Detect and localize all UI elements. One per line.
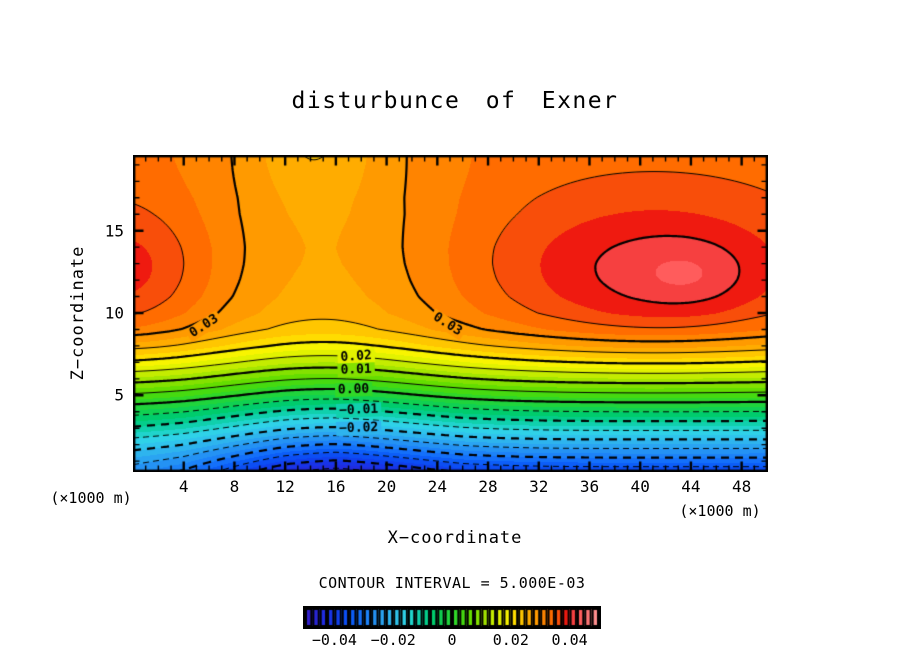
contour-interval-note: CONTOUR INTERVAL = 5.000E-03 <box>318 574 586 592</box>
chart-title: disturbunce of Exner <box>291 88 619 114</box>
x-axis-label: X−coordinate <box>387 528 523 548</box>
colorbar-canvas <box>303 606 601 629</box>
axis-unit-note-left: (×1000 m) <box>50 489 132 507</box>
x-tick-label: 32 <box>529 477 549 496</box>
colorbar-tick-label: −0.02 <box>370 631 416 649</box>
y-tick-label: 15 <box>104 221 124 241</box>
x-tick-label: 20 <box>376 477 397 496</box>
colorbar-tick-label: 0.02 <box>492 631 529 649</box>
colorbar-tick-label: 0.04 <box>551 631 588 649</box>
x-tick-label: 12 <box>275 477 295 496</box>
x-tick-label: 4 <box>178 477 189 496</box>
y-axis-label: Z−coordinate <box>68 245 88 381</box>
x-tick-label: 36 <box>579 477 600 496</box>
y-tick-label: 10 <box>104 303 124 323</box>
y-tick-label: 5 <box>114 385 124 405</box>
x-tick-label: 16 <box>326 477 346 496</box>
x-tick-label: 8 <box>229 477 240 496</box>
x-tick-label: 24 <box>427 477 447 496</box>
colorbar-tick-label: 0 <box>447 631 457 649</box>
x-tick-label: 40 <box>630 477 650 496</box>
colorbar-tick-label: −0.04 <box>311 631 357 649</box>
contour-plot-canvas <box>133 155 768 472</box>
axis-unit-note-right: (×1000 m) <box>679 502 761 520</box>
x-tick-label: 44 <box>681 477 701 496</box>
x-tick-label: 28 <box>478 477 498 496</box>
x-tick-label: 48 <box>731 477 752 496</box>
